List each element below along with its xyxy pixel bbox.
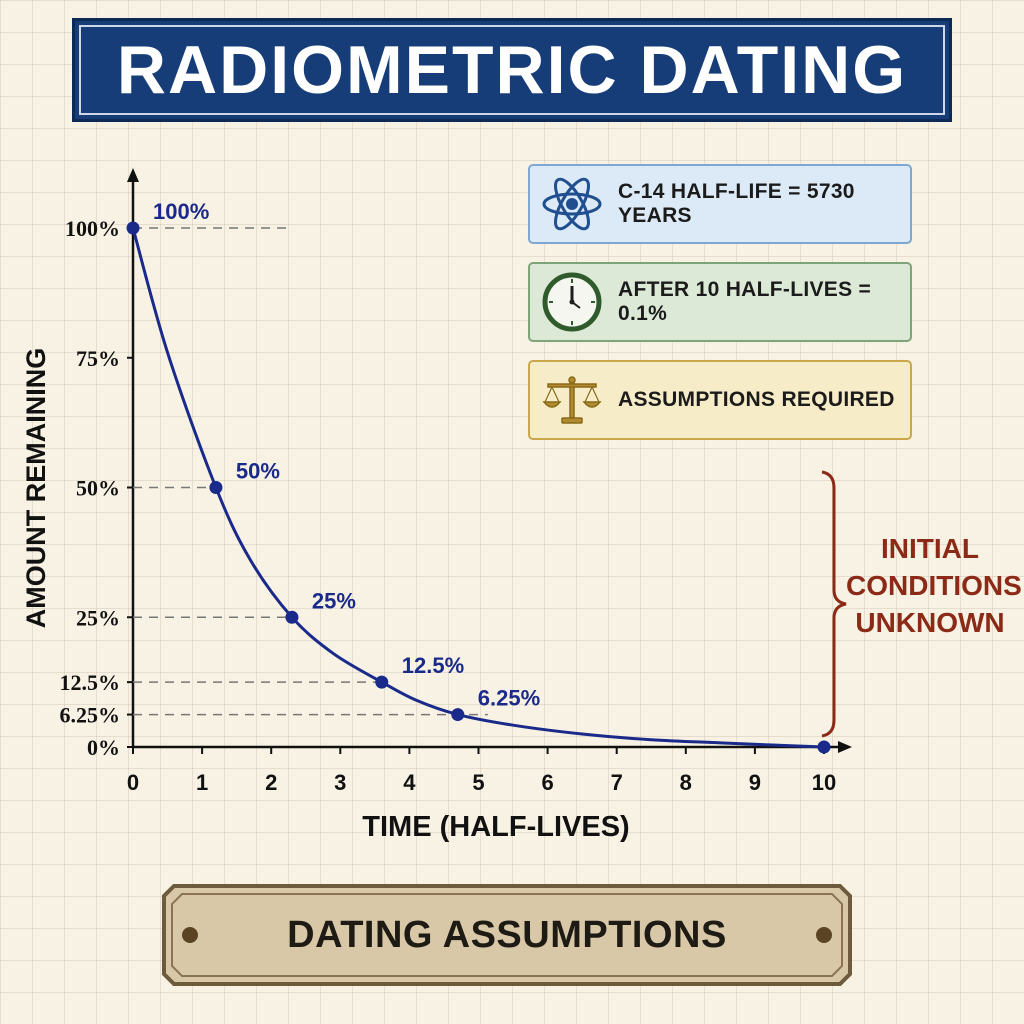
x-tick-label-6: 6 <box>541 770 553 795</box>
initial-conditions-note: INITIAL CONDITIONS UNKNOWN <box>846 530 1022 641</box>
data-point-0 <box>126 221 140 235</box>
data-point-5 <box>817 740 831 754</box>
x-tick-label-3: 3 <box>334 770 346 795</box>
data-label-0: 100% <box>153 199 209 224</box>
rivet-left-icon <box>182 927 198 943</box>
rivet-right-icon <box>816 927 832 943</box>
data-point-4 <box>451 708 465 722</box>
info-text-assumptions: ASSUMPTIONS REQUIRED <box>618 388 895 411</box>
x-tick-label-9: 9 <box>749 770 761 795</box>
info-box-ten-half-lives: AFTER 10 HALF-LIVES = 0.1% <box>528 262 912 342</box>
x-tick-label-2: 2 <box>265 770 277 795</box>
data-point-3 <box>375 675 389 689</box>
data-point-1 <box>209 481 223 494</box>
note-line-2: CONDITIONS <box>846 570 1022 601</box>
x-tick-label-1: 1 <box>196 770 208 795</box>
y-tick-label-3: 25% <box>76 605 120 630</box>
info-box-half-life: C-14 HALF-LIFE = 5730 YEARS <box>528 164 912 244</box>
x-axis-arrow <box>838 741 852 753</box>
y-tick-label-5: 75% <box>76 346 120 371</box>
x-tick-label-5: 5 <box>472 770 484 795</box>
y-tick-label-0: 0% <box>87 735 120 760</box>
data-label-3: 12.5% <box>402 653 464 678</box>
x-tick-label-10: 10 <box>812 770 836 795</box>
x-tick-label-4: 4 <box>403 770 416 795</box>
x-tick-label-8: 8 <box>680 770 692 795</box>
annotation-brace <box>821 470 847 738</box>
x-axis-title: TIME (HALF-LIVES) <box>362 811 629 843</box>
info-box-assumptions: ASSUMPTIONS REQUIRED <box>528 360 912 440</box>
note-line-3: UNKNOWN <box>855 607 1005 638</box>
atom-icon <box>542 177 602 231</box>
data-label-2: 25% <box>312 588 356 613</box>
y-tick-label-4: 50% <box>76 476 120 501</box>
footer-plaque <box>162 884 852 986</box>
data-label-1: 50% <box>236 459 280 484</box>
x-tick-label-0: 0 <box>127 770 139 795</box>
y-axis-arrow <box>127 168 139 182</box>
info-text-half-life: C-14 HALF-LIFE = 5730 YEARS <box>618 180 855 227</box>
note-line-1: INITIAL <box>881 533 979 564</box>
decay-curve <box>131 227 825 749</box>
info-text-ten-half-lives: AFTER 10 HALF-LIVES = 0.1% <box>618 278 872 325</box>
data-label-4: 6.25% <box>478 686 540 711</box>
page-title: RADIOMETRIC DATING <box>116 32 908 108</box>
y-tick-label-2: 12.5% <box>60 670 121 695</box>
balance-scale-icon <box>542 376 602 424</box>
data-point-2 <box>285 610 299 624</box>
y-tick-label-6: 100% <box>65 216 120 241</box>
footer-label: DATING ASSUMPTIONS <box>287 913 727 956</box>
clock-icon <box>542 272 602 332</box>
y-axis-title: AMOUNT REMAINING <box>21 348 51 628</box>
y-tick-label-1: 6.25% <box>60 703 121 728</box>
title-banner: RADIOMETRIC DATING <box>72 18 952 122</box>
x-tick-label-7: 7 <box>611 770 623 795</box>
